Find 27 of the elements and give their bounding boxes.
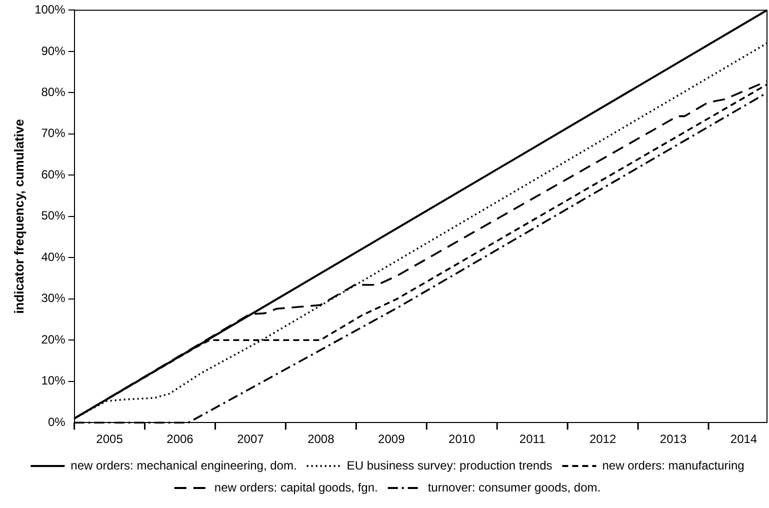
x-tick-label: 2013 (660, 432, 687, 446)
x-tick-label: 2008 (308, 432, 335, 446)
y-tick-label: 70% (41, 126, 66, 140)
x-tick-label: 2006 (166, 432, 194, 446)
legend-label: turnover: consumer goods, dom. (428, 480, 601, 494)
x-tick-label: 2012 (589, 432, 616, 446)
y-tick-label: 30% (41, 291, 66, 306)
y-tick-label: 0% (48, 414, 66, 429)
legend-label: new orders: capital goods, fgn. (214, 480, 378, 494)
x-tick-label: 2007 (237, 432, 264, 446)
legend-label: new orders: mechanical engineering, dom. (70, 458, 297, 472)
legend-label: EU business survey: production trends (346, 458, 552, 472)
x-tick-label: 2005 (96, 432, 124, 446)
x-tick-label: 2010 (448, 432, 476, 446)
y-tick-label: 60% (41, 167, 66, 182)
x-tick-label: 2014 (730, 432, 758, 446)
y-tick-label: 100% (34, 2, 66, 17)
y-tick-label: 10% (41, 374, 66, 388)
y-tick-label: 20% (41, 332, 66, 346)
y-tick-label: 50% (41, 208, 66, 223)
x-tick-label: 2009 (378, 432, 406, 446)
x-tick-label: 2011 (519, 432, 546, 446)
legend-label: new orders: manufacturing (602, 458, 744, 472)
y-tick-label: 90% (41, 44, 66, 58)
y-tick-label: 40% (41, 250, 66, 264)
y-axis-title: indicator frequency, cumulative (11, 118, 26, 314)
y-tick-label: 80% (41, 84, 66, 99)
